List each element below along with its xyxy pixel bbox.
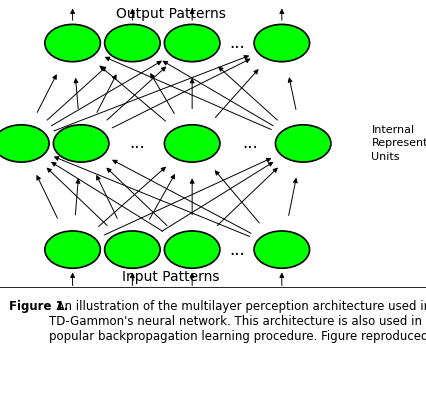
Text: An illustration of the multilayer perception architecture used in
TD-Gammon's ne: An illustration of the multilayer percep… bbox=[49, 299, 426, 343]
Circle shape bbox=[53, 125, 109, 162]
Circle shape bbox=[253, 24, 309, 62]
Circle shape bbox=[45, 231, 100, 268]
Text: ...: ... bbox=[229, 241, 244, 259]
Text: Input Patterns: Input Patterns bbox=[122, 270, 219, 284]
Circle shape bbox=[104, 231, 160, 268]
Circle shape bbox=[275, 125, 330, 162]
Text: ...: ... bbox=[229, 34, 244, 52]
Text: ...: ... bbox=[242, 134, 257, 152]
Circle shape bbox=[253, 231, 309, 268]
Text: Output Patterns: Output Patterns bbox=[115, 7, 225, 21]
Circle shape bbox=[164, 24, 219, 62]
Circle shape bbox=[0, 125, 49, 162]
Text: Figure 1.: Figure 1. bbox=[9, 299, 68, 312]
Text: Internal
Representation
Units: Internal Representation Units bbox=[371, 125, 426, 162]
Circle shape bbox=[164, 125, 219, 162]
Text: ...: ... bbox=[129, 134, 144, 152]
Circle shape bbox=[104, 24, 160, 62]
Circle shape bbox=[164, 231, 219, 268]
Circle shape bbox=[45, 24, 100, 62]
